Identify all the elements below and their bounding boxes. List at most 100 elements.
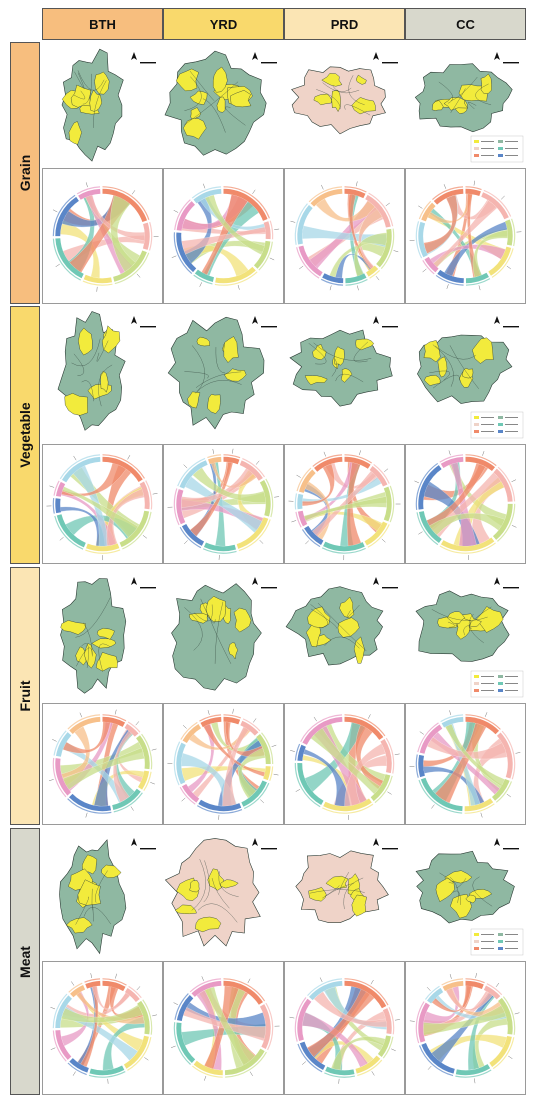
chord-segment (194, 269, 214, 282)
chord-outer-ring (142, 999, 153, 1035)
scale-bar (503, 587, 519, 589)
scale-bar (140, 587, 156, 589)
chord-outer-ring (295, 511, 302, 528)
chord-segment (55, 758, 72, 796)
highlight-region (190, 107, 202, 121)
map-meat-prd (284, 828, 405, 959)
chord-tick (255, 460, 260, 465)
chord-tick (409, 1020, 415, 1022)
chord-segment (382, 1008, 392, 1035)
map-grain-yrd (163, 42, 284, 166)
chord-segment (491, 779, 510, 801)
chord-tick (59, 536, 64, 541)
chord-segment (427, 987, 444, 1004)
chord-fruit-cc (405, 703, 526, 825)
chord-segment (55, 498, 62, 514)
chord-tick (418, 531, 423, 535)
chord-segment (297, 493, 304, 510)
chord-outer-ring (418, 1045, 454, 1077)
chord-tick (201, 976, 204, 981)
chord-outer-ring (418, 779, 463, 814)
chord-tick (387, 791, 392, 795)
chord-tick (391, 1048, 396, 1052)
highlight-region (89, 89, 103, 112)
chord-segment (344, 716, 384, 740)
chord-tick (514, 1012, 520, 1015)
highlight-region (321, 73, 343, 87)
highlight-region (75, 646, 87, 666)
chord-segment (181, 523, 205, 546)
chord-outer-ring (492, 1037, 515, 1070)
chord-outer-ring (417, 722, 439, 753)
chord-fruit-yrd (163, 703, 284, 825)
chord-outer-ring (321, 547, 366, 554)
chord-outer-ring (265, 478, 274, 518)
chord-tick (260, 799, 265, 804)
chord-segment (383, 486, 392, 522)
chord-segment (176, 994, 194, 1021)
chord-tick (73, 455, 77, 461)
chord-outer-ring (223, 454, 241, 459)
chord-tick (96, 286, 98, 292)
map-region (285, 586, 384, 666)
chord-segment (488, 246, 512, 276)
chord-outer-ring (296, 247, 320, 279)
chord-segment (215, 266, 256, 284)
chord-outer-ring (415, 221, 423, 259)
chord-segment (489, 1035, 512, 1067)
highlight-region (101, 325, 121, 354)
scale-bar (261, 848, 277, 850)
chord-outer-ring (225, 1051, 267, 1078)
chord-tick (90, 973, 92, 979)
chord-segment (208, 456, 222, 465)
highlight-region (91, 638, 117, 649)
chord-segment (366, 265, 379, 277)
highlight-region (189, 880, 200, 893)
chord-outer-ring (357, 1059, 383, 1077)
flow-line (71, 338, 101, 367)
chord-outer-ring (416, 512, 439, 546)
chord-outer-ring (173, 741, 181, 786)
flow-line (75, 597, 111, 638)
flow-line (348, 75, 365, 106)
chord-outer-ring (344, 978, 389, 1006)
chord-outer-ring (432, 186, 464, 201)
flow-line (429, 370, 451, 381)
flow-line (313, 342, 372, 361)
chord-tick (204, 1075, 207, 1081)
column-label: BTH (89, 16, 116, 32)
chord-outer-ring (261, 732, 274, 764)
chord-tick (321, 184, 324, 190)
chord-tick (367, 714, 371, 719)
scale-bar (140, 62, 156, 64)
chord-outer-ring (88, 1071, 126, 1078)
chord-segment (102, 980, 126, 992)
chord-segment (236, 517, 269, 549)
map-meat-yrd (163, 828, 284, 959)
chord-outer-ring (422, 260, 435, 275)
chord-outer-ring (497, 503, 516, 542)
chord-grain-bth (42, 168, 163, 304)
chord-tick (199, 282, 202, 287)
highlight-region (70, 84, 92, 108)
highlight-region (77, 879, 101, 906)
chord-segment (442, 980, 464, 992)
flow-line (450, 88, 466, 113)
chord-outer-ring (307, 978, 343, 996)
chord-tick (414, 480, 420, 484)
chord-segment (198, 799, 242, 812)
chord-segment (297, 998, 312, 1042)
chord-outer-ring (344, 714, 386, 737)
highlight-region (443, 97, 468, 111)
chord-outer-ring (202, 548, 237, 554)
scale-bar (382, 587, 398, 589)
flow-line (432, 344, 454, 387)
chord-outer-ring (389, 485, 395, 523)
chord-segment (433, 188, 464, 205)
north-arrow-icon (131, 52, 137, 60)
chord-tick (144, 1057, 149, 1061)
north-arrow-icon (494, 52, 500, 60)
flow-line (195, 371, 242, 388)
chord-ribbon (110, 195, 136, 273)
scale-bar (140, 848, 156, 850)
